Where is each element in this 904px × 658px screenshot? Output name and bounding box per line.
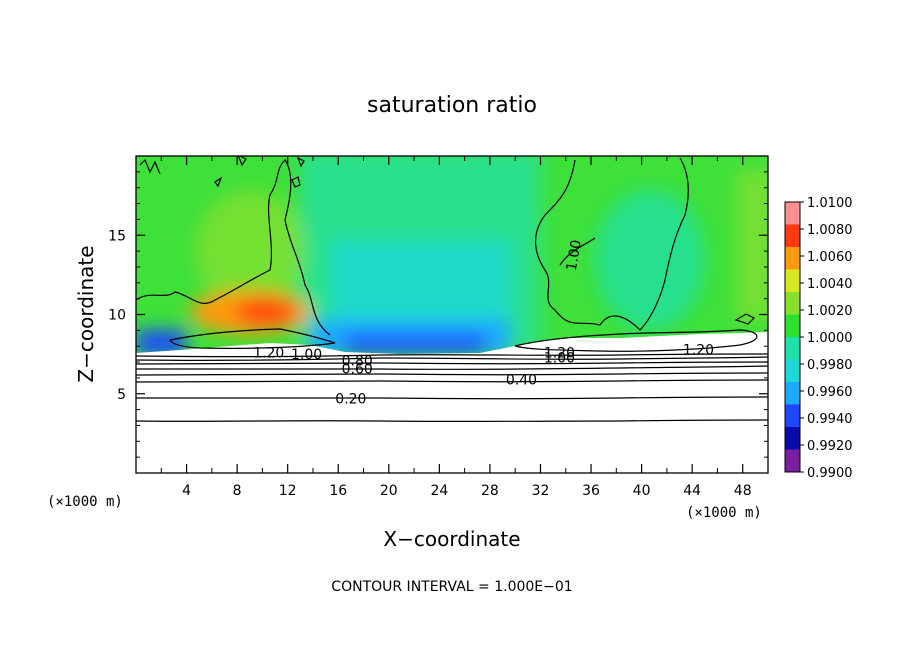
y-tick-label: 15 bbox=[108, 228, 126, 244]
colorbar-swatch bbox=[785, 359, 800, 382]
y-axis: 5 10 15 bbox=[108, 171, 768, 458]
colorbar-swatch bbox=[785, 269, 800, 292]
x-axis-label: X−coordinate bbox=[383, 527, 520, 551]
contour-label: 1.20 bbox=[253, 346, 284, 362]
contour-interval-note: CONTOUR INTERVAL = 1.000E−01 bbox=[331, 579, 572, 595]
colorbar-tick-label: 1.0060 bbox=[807, 250, 853, 265]
contour-labels: 1.20 1.00 0.800.600.200.401.201.001.001.20 bbox=[253, 239, 714, 408]
colorbar-tick-label: 0.9900 bbox=[807, 466, 853, 481]
contour-label: 1.20 bbox=[683, 342, 714, 358]
colorbar-swatch bbox=[785, 247, 800, 270]
x-tick-label: 36 bbox=[582, 483, 600, 499]
colorbar-swatch bbox=[785, 314, 800, 337]
x-tick-label: 44 bbox=[683, 483, 701, 499]
colorbar-swatch bbox=[785, 427, 800, 450]
x-unit-label-left: (×1000 m) bbox=[47, 494, 123, 510]
x-tick-label: 48 bbox=[734, 483, 752, 499]
x-tick-label: 4 bbox=[182, 483, 191, 499]
saturation-field bbox=[136, 156, 768, 473]
x-tick-label: 12 bbox=[279, 483, 297, 499]
contour-label: 1.20 bbox=[544, 346, 575, 362]
contour-label: 1.00 bbox=[564, 239, 585, 272]
x-tick-label: 8 bbox=[233, 483, 242, 499]
colorbar-tick-label: 0.9940 bbox=[807, 412, 853, 427]
colorbar-tick-label: 1.0100 bbox=[807, 196, 853, 211]
colorbar-tick-label: 1.0080 bbox=[807, 223, 853, 238]
colorbar-tick-label: 1.0020 bbox=[807, 304, 853, 319]
colorbar: 1.0100 1.0080 1.0060 1.0040 1.0020 1.0000 0.99… bbox=[784, 196, 853, 481]
x-tick-label: 40 bbox=[633, 483, 651, 499]
x-unit-label-right: (×1000 m) bbox=[686, 505, 762, 521]
colorbar-swatch bbox=[785, 449, 800, 472]
y-axis-label: Z−coordinate bbox=[74, 245, 98, 382]
x-tick-label: 24 bbox=[430, 483, 448, 499]
colorbar-tick-label: 1.0000 bbox=[807, 331, 853, 346]
colorbar-tick-label: 0.9980 bbox=[807, 358, 853, 373]
contour-label: 0.60 bbox=[342, 361, 373, 377]
colorbar-swatch bbox=[785, 224, 800, 247]
y-tick-label: 5 bbox=[117, 387, 126, 403]
colorbar-swatch bbox=[785, 382, 800, 405]
x-axis: 4 8 12 16 20 24 28 32 36 40 44 48 bbox=[160, 156, 752, 499]
contour-label: 0.40 bbox=[506, 372, 537, 388]
colorbar-swatch bbox=[785, 202, 800, 225]
colorbar-tick-label: 0.9960 bbox=[807, 385, 853, 400]
colorbar-tick-label: 0.9920 bbox=[807, 439, 853, 454]
x-tick-label: 20 bbox=[380, 483, 398, 499]
contour-label: 0.20 bbox=[335, 392, 366, 408]
colorbar-swatch bbox=[785, 337, 800, 360]
colorbar-swatch bbox=[785, 404, 800, 427]
colorbar-tick-label: 1.0040 bbox=[807, 277, 853, 292]
contour-label: 1.00 bbox=[291, 347, 322, 363]
contour-lines bbox=[136, 156, 768, 423]
lower-region bbox=[136, 332, 768, 473]
contour-label: 0.80 bbox=[342, 353, 373, 369]
colorbar-swatch bbox=[785, 292, 800, 315]
contour-label: 1.00 bbox=[544, 350, 575, 366]
y-tick-label: 10 bbox=[108, 308, 126, 324]
x-tick-label: 32 bbox=[532, 483, 550, 499]
x-tick-label: 16 bbox=[329, 483, 347, 499]
chart-title: saturation ratio bbox=[367, 93, 537, 118]
x-tick-label: 28 bbox=[481, 483, 499, 499]
